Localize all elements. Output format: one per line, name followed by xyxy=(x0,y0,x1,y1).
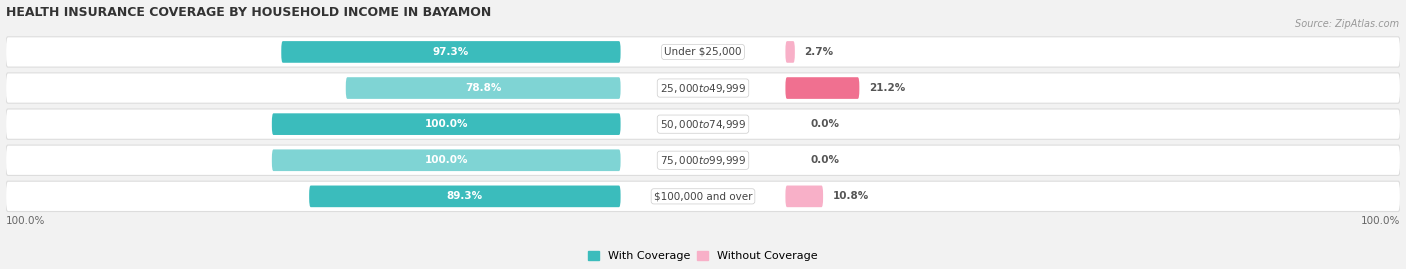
FancyBboxPatch shape xyxy=(271,113,620,135)
Text: Source: ZipAtlas.com: Source: ZipAtlas.com xyxy=(1295,19,1399,29)
FancyBboxPatch shape xyxy=(6,37,1400,67)
Text: $25,000 to $49,999: $25,000 to $49,999 xyxy=(659,82,747,94)
Text: 0.0%: 0.0% xyxy=(811,119,839,129)
Text: 100.0%: 100.0% xyxy=(425,119,468,129)
FancyBboxPatch shape xyxy=(786,77,859,99)
Text: 2.7%: 2.7% xyxy=(804,47,834,57)
Text: 10.8%: 10.8% xyxy=(832,191,869,201)
Text: HEALTH INSURANCE COVERAGE BY HOUSEHOLD INCOME IN BAYAMON: HEALTH INSURANCE COVERAGE BY HOUSEHOLD I… xyxy=(6,6,491,19)
FancyBboxPatch shape xyxy=(6,181,1400,211)
FancyBboxPatch shape xyxy=(786,41,794,63)
Text: 0.0%: 0.0% xyxy=(811,155,839,165)
Text: $75,000 to $99,999: $75,000 to $99,999 xyxy=(659,154,747,167)
Text: 100.0%: 100.0% xyxy=(1361,216,1400,226)
Text: $50,000 to $74,999: $50,000 to $74,999 xyxy=(659,118,747,131)
FancyBboxPatch shape xyxy=(6,73,1400,103)
Text: $100,000 and over: $100,000 and over xyxy=(654,191,752,201)
FancyBboxPatch shape xyxy=(281,41,620,63)
Text: 78.8%: 78.8% xyxy=(465,83,502,93)
Text: 97.3%: 97.3% xyxy=(433,47,470,57)
FancyBboxPatch shape xyxy=(786,186,823,207)
Text: 21.2%: 21.2% xyxy=(869,83,905,93)
FancyBboxPatch shape xyxy=(309,186,620,207)
Text: Under $25,000: Under $25,000 xyxy=(664,47,742,57)
Text: 89.3%: 89.3% xyxy=(447,191,482,201)
Text: 100.0%: 100.0% xyxy=(425,155,468,165)
Legend: With Coverage, Without Coverage: With Coverage, Without Coverage xyxy=(588,251,818,261)
FancyBboxPatch shape xyxy=(6,109,1400,139)
Text: 100.0%: 100.0% xyxy=(6,216,45,226)
FancyBboxPatch shape xyxy=(271,149,620,171)
FancyBboxPatch shape xyxy=(346,77,620,99)
FancyBboxPatch shape xyxy=(6,145,1400,175)
